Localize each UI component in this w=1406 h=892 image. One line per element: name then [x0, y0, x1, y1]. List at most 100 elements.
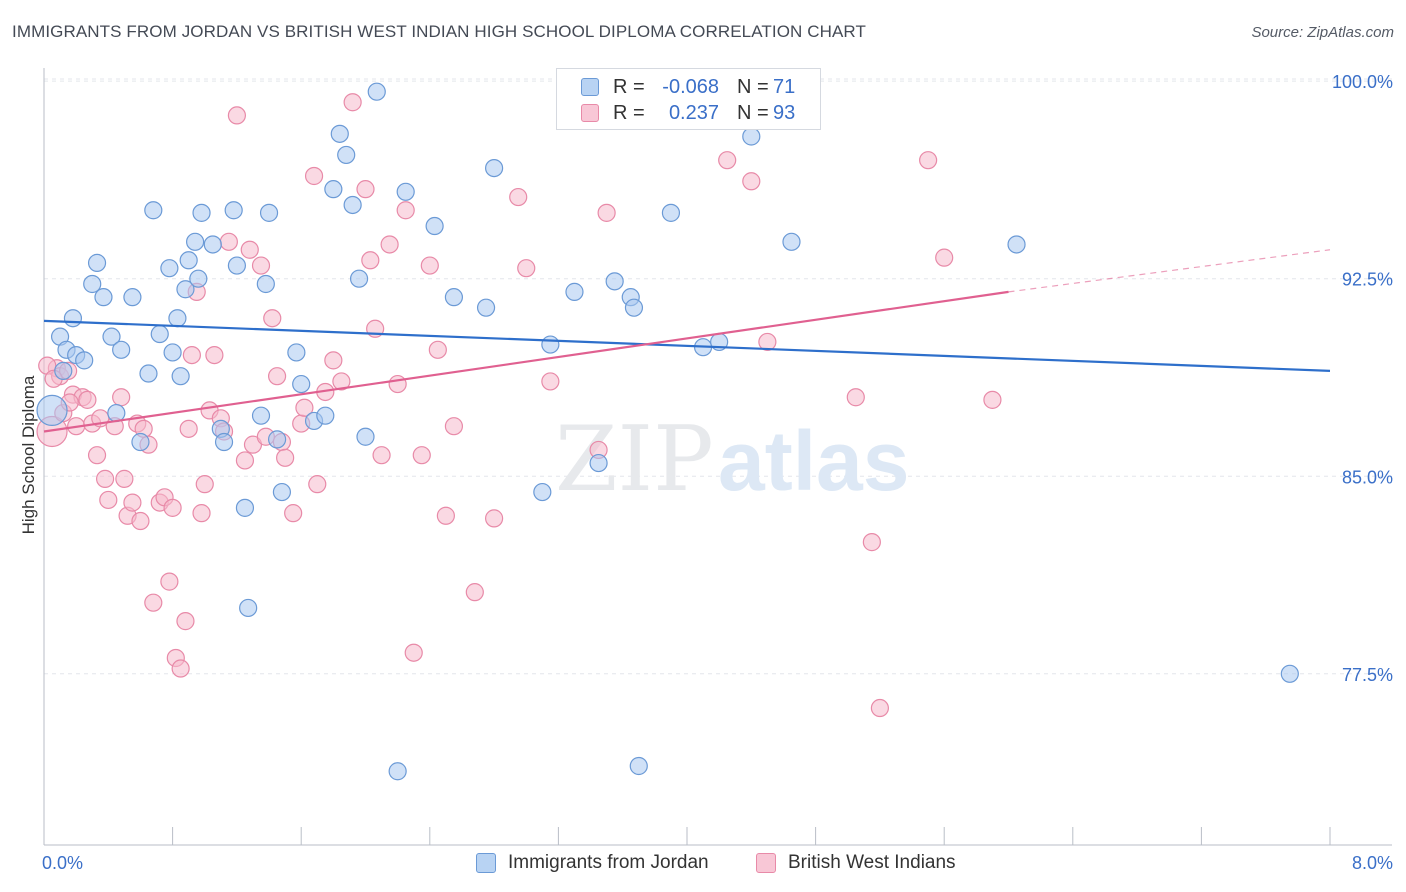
- data-point: [308, 475, 327, 494]
- data-point: [150, 324, 169, 344]
- data-point: [846, 388, 865, 407]
- data-point: [160, 259, 179, 278]
- correlation-legend: R = -0.068 N = 71 R = 0.237 N = 93: [556, 68, 821, 130]
- data-point: [629, 756, 648, 776]
- data-point: [1280, 664, 1299, 683]
- data-point: [597, 203, 616, 222]
- data-point: [337, 145, 356, 165]
- data-point: [267, 367, 287, 386]
- data-point: [83, 274, 102, 294]
- data-point: [742, 172, 761, 191]
- data-point: [195, 475, 214, 494]
- data-point: [214, 432, 234, 452]
- data-point: [87, 253, 107, 273]
- data-point: [235, 498, 255, 517]
- data-point: [227, 106, 246, 125]
- trend-line-bwi: [43, 290, 1009, 433]
- data-point: [935, 248, 954, 267]
- data-point: [239, 598, 258, 618]
- data-point: [163, 343, 182, 362]
- data-point: [107, 403, 126, 423]
- data-point: [189, 269, 208, 288]
- legend-swatch-pink: [756, 853, 776, 873]
- data-point: [782, 232, 801, 251]
- data-point: [428, 340, 447, 359]
- axis-labels: 100.0% 92.5% 85.0% 77.5% 0.0% 8.0% High School…: [19, 72, 1393, 873]
- data-point: [465, 583, 484, 602]
- data-point: [256, 274, 275, 294]
- data-point: [94, 288, 113, 307]
- data-point: [420, 256, 439, 275]
- y-axis-title: High School Diploma: [19, 375, 38, 534]
- data-point: [661, 203, 681, 222]
- data-point: [343, 93, 362, 112]
- x-tick-label: 8.0%: [1352, 853, 1393, 873]
- data-point: [251, 256, 271, 275]
- legend-r-value: 0.237: [668, 101, 719, 124]
- data-point: [533, 482, 552, 502]
- data-point: [509, 187, 528, 207]
- data-point: [396, 182, 415, 201]
- data-point: [404, 643, 423, 662]
- data-point: [123, 288, 142, 307]
- data-point: [171, 367, 190, 386]
- data-point: [78, 390, 97, 409]
- watermark-zip: ZIP: [555, 407, 714, 512]
- data-point: [251, 406, 271, 425]
- grid-lines: [44, 78, 1392, 675]
- data-point: [356, 180, 375, 199]
- data-point: [388, 374, 407, 394]
- data-point: [63, 309, 83, 328]
- data-point: [444, 417, 464, 436]
- data-point: [87, 446, 107, 465]
- data-point: [388, 762, 407, 781]
- legend-r-value: -0.068: [662, 75, 719, 98]
- data-point: [263, 309, 282, 328]
- data-point: [332, 372, 351, 391]
- data-point: [139, 364, 158, 383]
- data-point: [372, 446, 391, 465]
- data-point: [380, 235, 399, 254]
- watermark: ZIP atlas: [555, 407, 909, 512]
- data-point: [304, 166, 324, 186]
- data-point: [168, 309, 187, 328]
- data-point: [356, 427, 375, 446]
- data-point: [605, 272, 624, 291]
- data-point: [36, 394, 68, 427]
- data-point: [862, 533, 881, 552]
- series-legend: Immigrants from Jordan British West Indi…: [0, 852, 1406, 878]
- data-point: [541, 372, 560, 391]
- data-point: [287, 343, 306, 362]
- data-point: [919, 151, 938, 170]
- data-point: [54, 361, 73, 380]
- data-point: [444, 288, 464, 307]
- data-point: [624, 298, 644, 317]
- data-point: [224, 201, 243, 220]
- source-credit: Source: ZipAtlas.com: [1251, 24, 1394, 41]
- data-point: [541, 335, 560, 354]
- data-point: [176, 612, 195, 631]
- data-point: [179, 251, 198, 270]
- data-point: [324, 351, 343, 370]
- data-point: [292, 374, 311, 394]
- data-point: [123, 493, 142, 512]
- series-immigrants-from-jordan: [36, 72, 1299, 781]
- legend-label-jordan: Immigrants from Jordan: [508, 852, 709, 873]
- data-point: [330, 124, 349, 143]
- data-point: [112, 388, 131, 407]
- data-point: [259, 203, 279, 222]
- data-point: [182, 345, 201, 365]
- data-point: [284, 504, 303, 523]
- data-point: [163, 498, 182, 517]
- data-point: [112, 340, 131, 359]
- data-point: [412, 446, 431, 465]
- data-point: [95, 469, 115, 488]
- y-tick-label: 77.5%: [1342, 665, 1393, 685]
- data-point: [589, 453, 608, 473]
- data-point: [742, 127, 761, 146]
- data-point: [476, 298, 496, 317]
- legend-swatch-blue: [581, 78, 599, 96]
- chart-title: IMMIGRANTS FROM JORDAN VS BRITISH WEST I…: [12, 22, 866, 41]
- x-tick-label: 0.0%: [42, 853, 83, 873]
